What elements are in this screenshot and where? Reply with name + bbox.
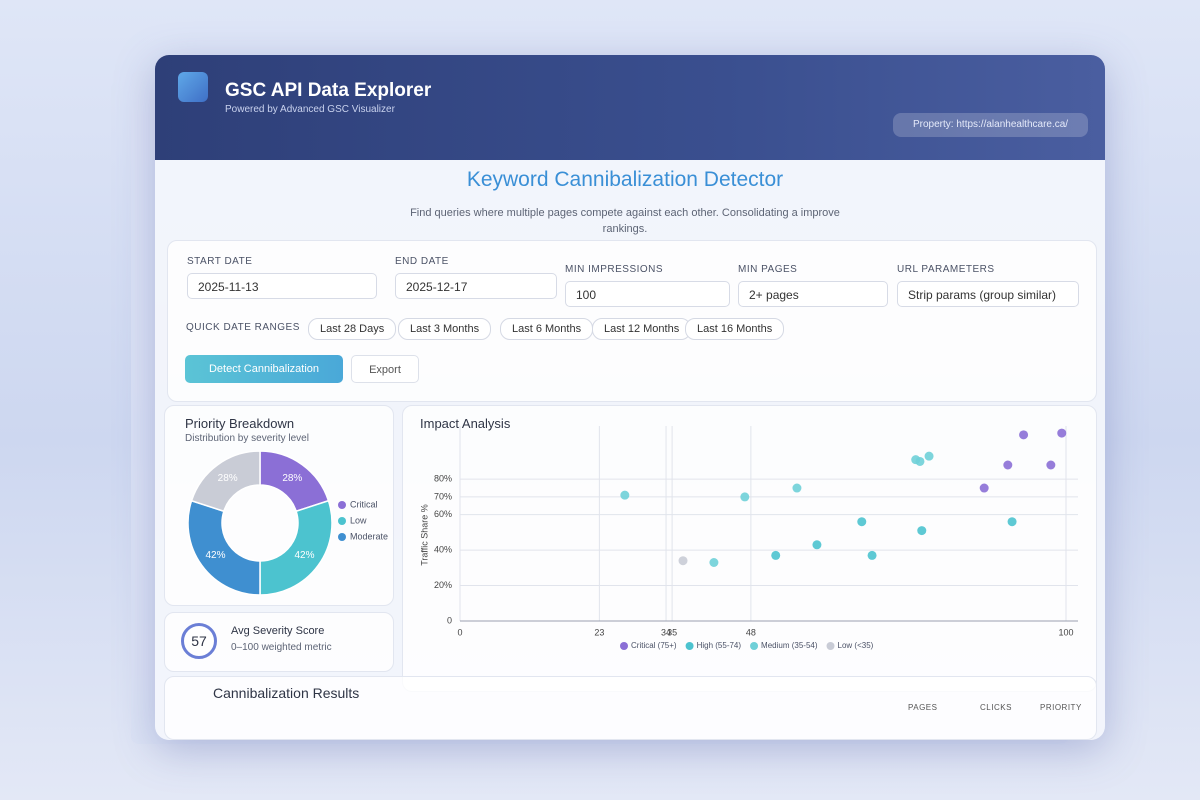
filter-label: MIN PAGES (738, 264, 798, 275)
severity-subtitle: 0–100 weighted metric (231, 642, 332, 653)
app-icon (178, 72, 208, 102)
scatter-title: Impact Analysis (420, 416, 511, 431)
filter-input[interactable]: 2+ pages (738, 281, 888, 307)
export-button[interactable]: Export (351, 355, 419, 383)
severity-title: Avg Severity Score (231, 625, 325, 637)
severity-score: 57 (181, 623, 217, 659)
quick-ranges-label: QUICK DATE RANGES (186, 322, 300, 333)
property-selector[interactable]: Property: https://alanhealthcare.ca/ (893, 113, 1088, 137)
filter-label: START DATE (187, 256, 253, 267)
filter-input[interactable]: 100 (565, 281, 730, 307)
filter-label: URL PARAMETERS (897, 264, 995, 275)
filter-input[interactable]: Strip params (group similar) (897, 281, 1079, 307)
quick-range-button[interactable]: Last 16 Months (685, 318, 785, 340)
results-panel (164, 676, 1097, 740)
quick-range-button[interactable]: Last 12 Months (592, 318, 692, 340)
quick-range-button[interactable]: Last 6 Months (500, 318, 594, 340)
column-header[interactable]: PAGES (908, 703, 938, 712)
app-subtitle: Powered by Advanced GSC Visualizer (225, 104, 395, 115)
results-title: Cannibalization Results (213, 685, 360, 701)
tool-title: Keyword Cannibalization Detector (466, 168, 784, 191)
filter-label: END DATE (395, 256, 449, 267)
pie-title: Priority Breakdown (185, 416, 295, 431)
quick-range-button[interactable]: Last 3 Months (398, 318, 492, 340)
quick-range-button[interactable]: Last 28 Days (308, 318, 397, 340)
pie-subtitle: Distribution by severity level (185, 433, 309, 444)
column-header[interactable]: PRIORITY (1040, 703, 1082, 712)
tool-description: Find queries where multiple pages compet… (410, 207, 840, 235)
impact-panel (402, 405, 1097, 692)
app-title: GSC API Data Explorer (225, 80, 432, 101)
filter-label: MIN IMPRESSIONS (565, 264, 664, 275)
column-header[interactable]: CLICKS (980, 703, 1012, 712)
header (155, 55, 1105, 160)
detect-button[interactable]: Detect Cannibalization (185, 355, 343, 383)
filter-input[interactable]: 2025-11-13 (187, 273, 377, 299)
filter-input[interactable]: 2025-12-17 (395, 273, 557, 299)
